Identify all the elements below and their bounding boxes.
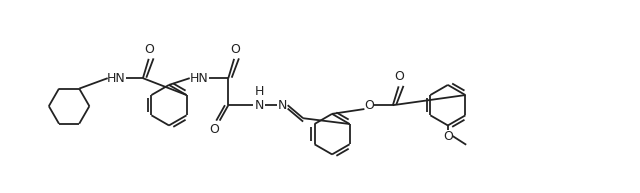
Text: O: O — [395, 70, 404, 83]
Text: O: O — [209, 123, 219, 136]
Text: O: O — [145, 43, 155, 56]
Text: HN: HN — [106, 72, 125, 85]
Text: H: H — [255, 85, 264, 98]
Text: O: O — [443, 130, 453, 143]
Text: O: O — [364, 99, 374, 112]
Text: O: O — [230, 43, 240, 56]
Text: N: N — [278, 99, 287, 112]
Text: N: N — [255, 99, 264, 112]
Text: HN: HN — [190, 72, 209, 85]
